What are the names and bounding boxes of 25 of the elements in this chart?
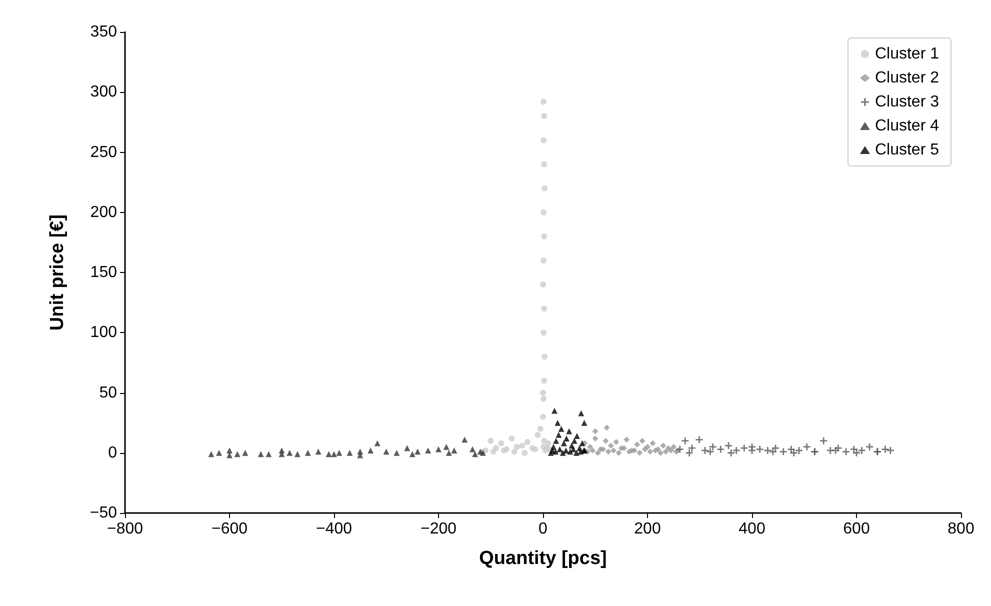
legend-label: Cluster 3 [874,94,940,110]
legend-label: Cluster 1 [874,46,940,62]
y-tick-label: 200 [90,204,118,221]
y-tick-label: −50 [90,504,118,522]
legend-label: Cluster 4 [874,118,940,134]
y-axis-title: Unit price [€] [47,214,68,331]
y-tick-label: 350 [90,24,118,40]
x-tick-label: −400 [316,520,352,538]
legend-label: Cluster 5 [874,142,940,158]
y-tick-label: 100 [90,324,118,342]
y-tick-label: 150 [90,264,118,281]
x-tick-label: 800 [948,520,974,538]
x-tick-label: 400 [738,520,766,538]
y-tick-label: 0 [108,444,118,462]
x-tick-label: −600 [211,520,248,538]
x-tick-label: −200 [420,520,457,538]
legend-label: Cluster 2 [874,70,940,86]
x-tick-label: 600 [843,520,870,538]
y-tick-label: 50 [99,384,118,402]
y-tick-label: 250 [90,144,118,161]
x-tick-label: 200 [634,520,661,538]
x-axis-title: Quantity [pcs] [479,548,607,569]
x-tick-label: 0 [538,520,548,538]
x-tick-label: −800 [106,520,144,538]
y-tick-label: 300 [90,84,118,101]
